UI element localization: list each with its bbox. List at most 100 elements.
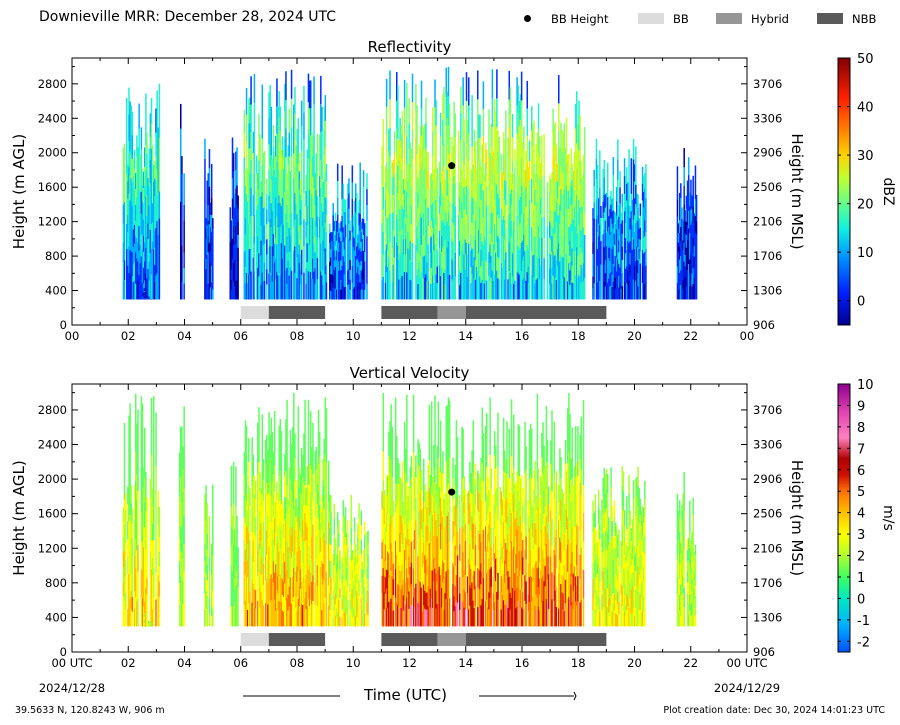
heatmap-cell [360, 597, 363, 612]
heatmap-cell [577, 189, 579, 213]
heatmap-cell [507, 218, 509, 240]
heatmap-cell [556, 231, 559, 249]
heatmap-cell [342, 610, 345, 627]
heatmap-cell [534, 189, 536, 206]
heatmap-cell [359, 247, 361, 266]
heatmap-cell [560, 122, 562, 146]
heatmap-cell [303, 481, 305, 506]
heatmap-cell [444, 284, 446, 300]
heatmap-cell [554, 254, 557, 278]
heatmap-cell [237, 195, 239, 209]
heatmap-cell [275, 610, 277, 627]
heatmap-cell [468, 271, 470, 300]
heatmap-cell [151, 540, 154, 558]
heatmap-cell [350, 609, 352, 627]
heatmap-cell [325, 265, 328, 283]
heatmap-cell [245, 246, 248, 274]
heatmap-cell [615, 243, 618, 258]
heatmap-cell [563, 277, 566, 300]
heatmap-cell [568, 154, 570, 173]
heatmap-cell [678, 232, 681, 247]
heatmap-cell [445, 571, 448, 599]
heatmap-cell [514, 167, 516, 188]
heatmap-cell [621, 206, 624, 221]
heatmap-cell [433, 444, 435, 468]
heatmap-cell [432, 476, 434, 496]
heatmap-cell [549, 268, 551, 284]
heatmap-cell [578, 274, 580, 300]
heatmap-cell [269, 482, 271, 507]
heatmap-cell [325, 489, 328, 518]
heatmap-cell [407, 561, 409, 578]
heatmap-cell [645, 231, 647, 249]
heatmap-cell [406, 191, 408, 219]
heatmap-cell [568, 281, 570, 300]
heatmap-cell [433, 490, 435, 514]
heatmap-cell [323, 251, 325, 276]
heatmap-cell [535, 163, 538, 184]
heatmap-cell [466, 164, 469, 188]
heatmap-cell [511, 276, 514, 300]
heatmap-cell [555, 221, 558, 242]
heatmap-cell [157, 127, 160, 150]
heatmap-cell [572, 203, 575, 220]
heatmap-cell [258, 571, 260, 600]
heatmap-cell [153, 539, 155, 569]
heatmap-cell [605, 285, 608, 300]
heatmap-cell [178, 517, 181, 540]
heatmap-cell [420, 135, 423, 163]
heatmap-cell [511, 229, 514, 254]
heatmap-cell [273, 599, 276, 627]
heatmap-cell [136, 237, 138, 259]
heatmap-cell [524, 234, 526, 252]
heatmap-cell [131, 135, 134, 159]
heatmap-cell [577, 167, 579, 191]
heatmap-cell [322, 284, 324, 300]
heatmap-cell [677, 280, 680, 290]
heatmap-cell [237, 576, 239, 587]
heatmap-cell [408, 98, 410, 124]
heatmap-cell [421, 211, 424, 234]
heatmap-cell [367, 566, 369, 579]
heatmap-cell [327, 605, 330, 627]
heatmap-cell [278, 247, 280, 274]
heatmap-cell [498, 238, 500, 259]
heatmap-cell [508, 213, 511, 243]
heatmap-cell [391, 230, 394, 249]
heatmap-cell [354, 605, 357, 617]
heatmap-cell [626, 216, 628, 234]
heatmap-cell [183, 189, 185, 206]
heatmap-cell [595, 198, 598, 220]
heatmap-cell [443, 562, 445, 579]
heatmap-cell [477, 213, 479, 243]
heatmap-cell [424, 145, 426, 169]
heatmap-cell [147, 177, 149, 194]
heatmap-cell [604, 220, 607, 234]
heatmap-cell [463, 186, 466, 210]
heatmap-cell [384, 216, 387, 233]
heatmap-cell [392, 610, 395, 627]
heatmap-cell [316, 565, 319, 586]
heatmap-cell [305, 574, 307, 592]
heatmap-cell [155, 599, 157, 627]
heatmap-cell [614, 245, 617, 257]
heatmap-cell [344, 286, 347, 300]
heatmap-cell [131, 581, 134, 597]
heatmap-cell [396, 507, 398, 532]
heatmap-cell [405, 238, 407, 254]
heatmap-cell [465, 242, 468, 272]
heatmap-cell [472, 523, 475, 550]
heatmap-cell [351, 578, 354, 589]
heatmap-cell [306, 466, 309, 487]
heatmap-cell [385, 271, 388, 300]
x-tick-label: 22 [683, 329, 698, 343]
heatmap-cell [602, 168, 604, 186]
heatmap-cell [425, 173, 427, 199]
heatmap-cell [687, 210, 690, 229]
heatmap-cell [347, 255, 349, 271]
heatmap-cell [463, 588, 466, 608]
heatmap-cell [511, 206, 514, 231]
heatmap-cell [427, 225, 430, 245]
heatmap-cell [567, 227, 569, 246]
heatmap-cell [279, 444, 282, 472]
